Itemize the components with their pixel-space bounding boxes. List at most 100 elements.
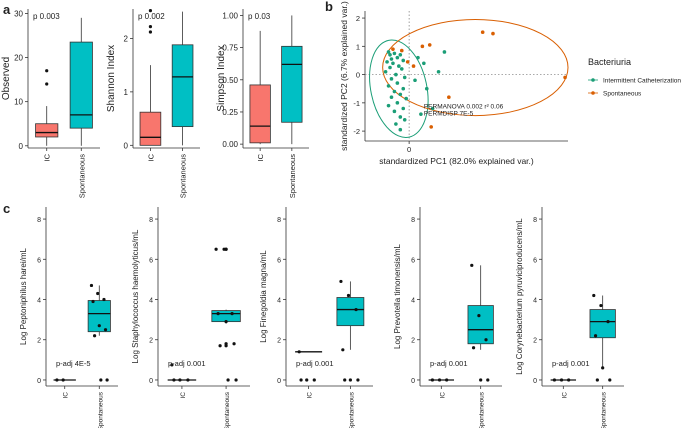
x-tick-label-ic: IC <box>43 153 52 161</box>
data-point <box>224 320 228 324</box>
x-tick-label-spontaneous: Spontaneous <box>601 391 608 428</box>
pca-point <box>422 61 426 66</box>
data-point <box>226 378 230 382</box>
x-tick-label-spontaneous: Spontaneous <box>479 391 486 428</box>
legend: Bacteriuria Intermittent Catheterization S… <box>588 57 681 98</box>
outlier-point <box>45 82 49 86</box>
data-point <box>91 299 95 304</box>
pca-point <box>401 58 406 63</box>
data-point <box>479 378 483 382</box>
data-point <box>445 378 449 382</box>
data-point <box>96 291 100 296</box>
data-point <box>230 311 234 316</box>
pca-point <box>402 118 407 122</box>
pca-point <box>391 47 395 51</box>
y-tick-label: 0 <box>37 378 41 385</box>
data-point <box>348 378 352 382</box>
data-point <box>477 314 481 318</box>
y-tick-label: 1.00 <box>222 11 238 20</box>
box-1 <box>281 45 303 123</box>
pca-point <box>392 109 397 114</box>
panel-c2: 0 2 4 6 8 Log Staphylococcus haemolyticus/mL I… <box>131 207 250 428</box>
y-tick-label: 2 <box>149 338 153 345</box>
box-1 <box>467 305 494 345</box>
y-tick-label: 0 <box>124 141 129 150</box>
y-axis-title: Log Peptoniphilus harei/mL <box>19 247 28 345</box>
y-tick-label: 1 <box>356 42 360 51</box>
x-tick-label: 0 <box>407 145 411 154</box>
pca-point <box>389 57 394 61</box>
panel-label-b: b <box>325 0 333 14</box>
panel-a3: 0.00 0.25 0.50 0.75 1.00 Simpson Index IC Spont… <box>216 9 309 198</box>
x-tick-label-spontaneous: Spontaneous <box>288 154 297 198</box>
data-point <box>216 311 220 316</box>
y-tick-label: 6 <box>277 257 281 264</box>
x-tick-label-spontaneous: Spontaneous <box>348 391 355 428</box>
y-tick-label: 0 <box>411 378 415 385</box>
data-point <box>343 378 347 382</box>
box-0 <box>139 111 162 146</box>
data-point <box>437 378 442 382</box>
pca-point <box>394 72 398 77</box>
y-tick-label: 4 <box>37 298 41 305</box>
panel-a2: 0 1 2 Shannon Index IC Spontaneous p 0.002 <box>106 9 200 198</box>
y-tick-label: 30 <box>14 9 23 18</box>
pca-point <box>563 75 567 80</box>
pca-point <box>430 106 435 111</box>
p-value-annotation: p-adj 4E-5 <box>56 359 91 368</box>
pca-point <box>447 95 451 99</box>
y-tick-label: 6 <box>149 257 153 264</box>
y-tick-label: 0.00 <box>222 140 238 149</box>
data-point <box>356 378 360 382</box>
data-point <box>339 279 343 284</box>
data-point <box>55 378 59 382</box>
y-tick-label: 8 <box>533 217 537 224</box>
y-axis-title: Log Corynebacterium pyruviciproducens/mL <box>515 218 524 375</box>
data-point <box>559 378 564 382</box>
data-point <box>218 344 222 348</box>
y-axis-title: Log Prevotella timonensis/mL <box>393 243 402 348</box>
data-point <box>430 378 435 382</box>
y-tick-label: 2 <box>533 338 537 345</box>
box-1 <box>171 44 194 128</box>
panel-a1: 0 10 20 30 Observed IC Spontaneous p 0.003 <box>1 9 100 198</box>
x-tick-label-ic: IC <box>63 392 70 399</box>
y-axis-title: standardized PC2 (6.7% explained var.) <box>339 1 349 151</box>
box-1 <box>589 309 616 339</box>
x-tick-label-ic: IC <box>256 153 265 161</box>
box-0 <box>249 84 271 144</box>
data-point <box>299 378 303 382</box>
pca-point <box>389 77 394 81</box>
y-tick-label: 20 <box>14 54 23 63</box>
x-tick-label-ic: IC <box>307 392 314 399</box>
data-point <box>102 297 106 302</box>
y-tick-label: 2 <box>37 338 41 345</box>
data-point <box>346 293 351 298</box>
y-tick-label: 8 <box>37 217 41 224</box>
pca-point <box>388 53 392 57</box>
pca-point <box>399 67 404 71</box>
outlier-point <box>224 344 228 348</box>
pca-point <box>399 48 404 53</box>
data-point <box>312 378 316 382</box>
x-tick-label-ic: IC <box>439 392 446 399</box>
data-point <box>601 366 605 370</box>
y-tick-label: 0.25 <box>222 108 238 117</box>
pca-point <box>398 127 403 132</box>
pca-point <box>416 55 420 60</box>
y-tick-label: 1 <box>124 88 129 97</box>
pca-point <box>402 75 407 80</box>
data-point <box>552 378 557 382</box>
x-tick-label-ic: IC <box>561 392 568 399</box>
pca-point <box>398 53 403 57</box>
data-point <box>103 328 108 332</box>
data-point <box>592 293 596 298</box>
pca-point <box>401 106 406 111</box>
data-point <box>61 378 65 382</box>
pca-point <box>386 84 391 88</box>
pca-point <box>386 50 391 54</box>
box-1 <box>69 41 93 129</box>
pca-point <box>436 69 441 74</box>
legend-label: Spontaneous <box>603 91 642 98</box>
